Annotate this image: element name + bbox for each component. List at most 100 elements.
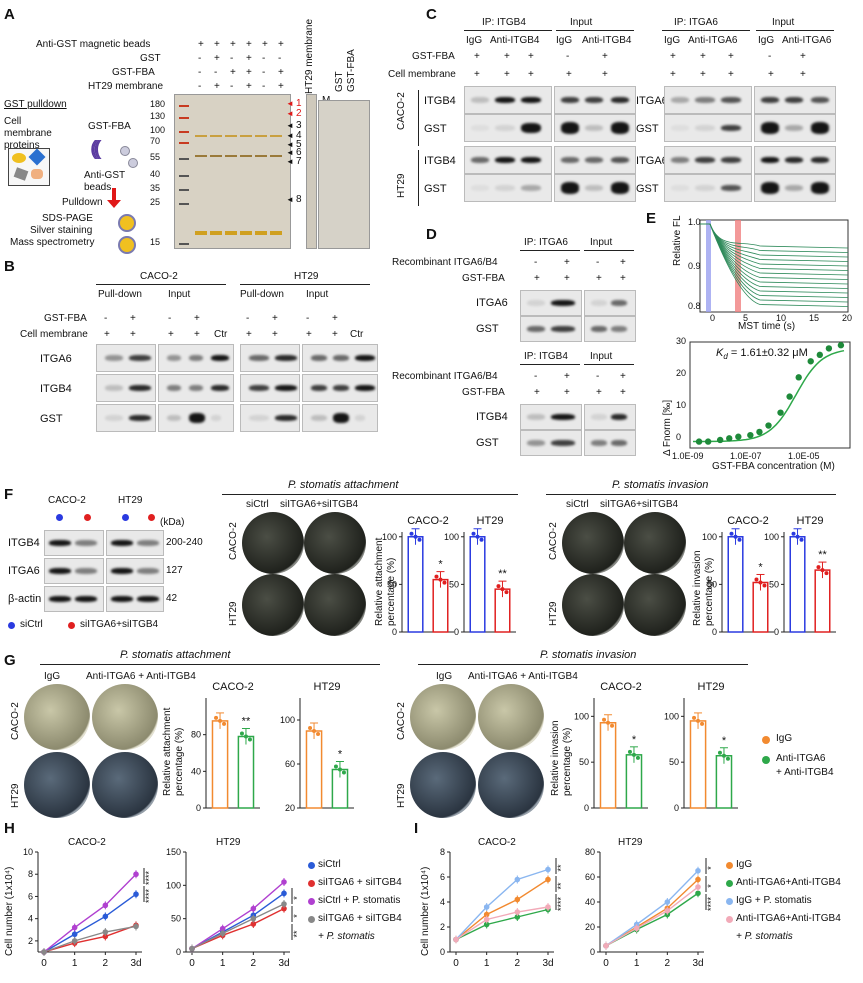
b-blot-label: GST [40, 413, 63, 425]
western-blot [96, 344, 156, 372]
blot-band [611, 326, 627, 332]
f-att-title: P. stomatis attachment [288, 479, 399, 491]
data-point [807, 358, 814, 365]
e-xlabel1: MST time (s) [738, 321, 796, 332]
band-arrow-icon: ◄ [286, 121, 294, 130]
a-sign: - [262, 81, 266, 92]
b-sign: + [332, 313, 338, 324]
blot-band [591, 300, 607, 306]
down-arrow-head-icon [107, 200, 121, 208]
blot-band [527, 414, 545, 420]
data-point [483, 916, 490, 923]
e-xtick: 15 [809, 313, 820, 323]
i-legend-label: Anti-ITGA6+Anti-ITGB4 [736, 913, 841, 924]
culture-plate [410, 752, 476, 818]
data-point [71, 938, 78, 944]
c-sign: + [700, 69, 706, 80]
e-xlabel2: GST-FBA concentration (M) [712, 461, 835, 472]
protein-bead-icon [118, 236, 136, 254]
growth-line [43, 893, 137, 953]
tick-label: 50 [707, 579, 717, 589]
blot-band [521, 97, 541, 103]
replicate-point [337, 767, 342, 772]
tick-label: 0 [196, 803, 201, 813]
f-blot-label: β-actin [8, 593, 42, 605]
b-sign: + [194, 313, 200, 324]
replicate-point [413, 534, 418, 539]
band-arrow-icon: ◄ [286, 131, 294, 140]
western-blot [302, 404, 378, 432]
blot-band [311, 415, 327, 421]
blot-band [811, 182, 829, 194]
tick-label: 0 [584, 803, 589, 813]
panel-label-h: H [4, 820, 15, 837]
c-anti1b: Anti-ITGB4 [582, 35, 632, 46]
a-sign: - [198, 53, 202, 64]
tick-label: 100 [166, 880, 181, 890]
tick-label: 50 [579, 757, 589, 767]
replicate-point [333, 764, 338, 769]
western-blot [106, 530, 164, 556]
tick-label: 100 [280, 715, 295, 725]
blot-band [495, 185, 515, 191]
h-legend-label: siCtrl + P. stomatis [318, 895, 401, 906]
e-ytick: 0.8 [688, 301, 701, 311]
data-point [483, 921, 490, 928]
tick-label: 0 [453, 958, 459, 969]
blot-band [671, 157, 689, 163]
b-cell1: CACO-2 [140, 271, 178, 282]
blot-band [471, 185, 489, 191]
growth-line [191, 908, 285, 950]
replicate-point [606, 720, 611, 725]
tick-label: 0 [590, 947, 595, 957]
blot-band [49, 596, 71, 602]
data-point [545, 904, 551, 910]
blot-band [611, 122, 629, 134]
data-point [664, 899, 671, 905]
blot-band [521, 185, 541, 191]
tick-label: 6 [28, 891, 33, 901]
legend-dot-icon [726, 898, 733, 905]
gel-band [255, 135, 267, 137]
silver-stained-gel [174, 94, 291, 249]
replicate-point [316, 732, 321, 736]
significance-mark: ** [556, 882, 566, 890]
western-blot [44, 530, 104, 556]
tick-label: 2 [440, 922, 445, 932]
western-blot [464, 174, 552, 202]
e-xtick: 1.0E-09 [672, 451, 704, 461]
culture-plate [24, 684, 90, 750]
c-anti1: Anti-ITGB4 [490, 35, 540, 46]
c-sign: + [800, 51, 806, 62]
blot-band [551, 440, 575, 446]
gel-marker-band [179, 243, 189, 245]
tick-label: 0 [440, 947, 445, 957]
d-sign: + [564, 257, 570, 268]
c-blot-label: GST [424, 183, 447, 195]
blot-band [137, 596, 159, 602]
c-blot-label: GST [636, 123, 659, 135]
western-blot [584, 290, 636, 316]
blot-band [585, 97, 603, 103]
replicate-point [222, 721, 227, 726]
b-blot-label: ITGB4 [40, 383, 72, 395]
a-sign: - [198, 67, 202, 78]
membrane-proteins-icon [8, 148, 50, 186]
replicate-point [729, 531, 734, 536]
c-anti2b: Anti-ITGA6 [782, 35, 832, 46]
data-point [704, 438, 712, 445]
tick-label: 0 [603, 958, 609, 969]
f-blot-label: ITGB4 [8, 537, 40, 549]
panel-label-d: D [426, 226, 437, 243]
gel-marker-band [179, 189, 189, 191]
f-cell1: CACO-2 [48, 495, 86, 506]
d-sign: + [620, 273, 626, 284]
a-sign: - [278, 53, 282, 64]
blot-band [785, 125, 803, 131]
replicate-point [409, 531, 414, 536]
b-sign: - [168, 313, 172, 324]
i-legend-label: IgG + P. stomatis [736, 895, 812, 906]
culture-plate [562, 574, 624, 636]
blot-band [761, 97, 779, 103]
d-sign: + [564, 273, 570, 284]
